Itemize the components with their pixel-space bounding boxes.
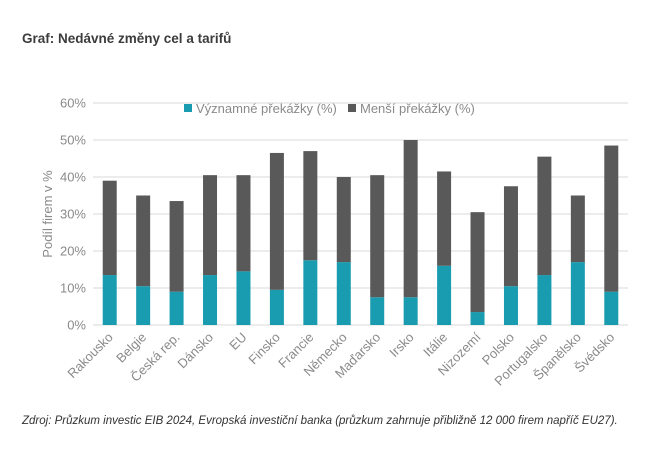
y-axis-label: Podíl firem v % (40, 170, 55, 258)
bar-minor (303, 151, 318, 261)
x-tick-label: Rakousko (64, 330, 115, 381)
source-note: Zdroj: Průzkum investic EIB 2024, Evrops… (22, 415, 618, 427)
bar-major (403, 297, 418, 325)
y-tick-label: 50% (60, 133, 86, 148)
x-tick-label: Itálie (420, 330, 450, 360)
chart-title: Graf: Nedávné změny cel a tarifů (22, 31, 232, 46)
x-tick-label: Dánsko (174, 330, 216, 372)
bar-major (269, 289, 284, 325)
legend-swatch-minor (348, 104, 356, 112)
bar-major (437, 265, 452, 325)
bar-major (169, 291, 184, 325)
bar-minor (570, 195, 585, 263)
legend-label-major: Významné překážky (%) (196, 101, 337, 116)
bar-minor (503, 186, 518, 287)
y-tick-label: 30% (60, 207, 86, 222)
bar-major (503, 286, 518, 325)
y-tick-label: 10% (60, 281, 86, 296)
bar-minor (470, 212, 485, 313)
y-tick-label: 40% (60, 170, 86, 185)
legend-label-minor: Menší překážky (%) (360, 101, 475, 116)
bar-major (236, 271, 251, 325)
stacked-bar-chart: 0%10%20%30%40%50%60% RakouskoBelgieČeská… (40, 96, 628, 389)
bar-major (537, 275, 552, 325)
y-tick-label: 0% (67, 318, 86, 333)
bar-major (570, 262, 585, 325)
legend-swatch-major (184, 104, 192, 112)
bar-minor (437, 171, 452, 266)
bar-major (370, 297, 385, 325)
bar-minor (203, 175, 218, 276)
bar-major (102, 275, 117, 325)
y-tick-label: 60% (60, 96, 86, 111)
bar-major (203, 275, 218, 325)
bar-minor (370, 175, 385, 298)
bar-minor (537, 156, 552, 276)
x-tick-label: EU (226, 330, 249, 353)
bar-minor (403, 140, 418, 298)
bar-minor (236, 175, 251, 272)
x-tick-label: Irsko (386, 330, 417, 361)
bar-major (470, 312, 485, 325)
bar-major (303, 260, 318, 325)
bar-minor (336, 177, 351, 263)
bar-minor (604, 145, 619, 292)
bar-major (604, 291, 619, 325)
bar-minor (136, 195, 151, 287)
bar-minor (169, 201, 184, 292)
bars (102, 140, 619, 325)
bar-major (136, 286, 151, 325)
y-tick-label: 20% (60, 244, 86, 259)
bar-major (336, 262, 351, 325)
bar-minor (269, 152, 284, 290)
legend: Významné překážky (%) Menší překážky (%) (184, 101, 475, 116)
y-axis-ticks: 0% 10% 20% 30% 40% 50% 60% (60, 96, 86, 333)
bar-minor (102, 180, 117, 276)
